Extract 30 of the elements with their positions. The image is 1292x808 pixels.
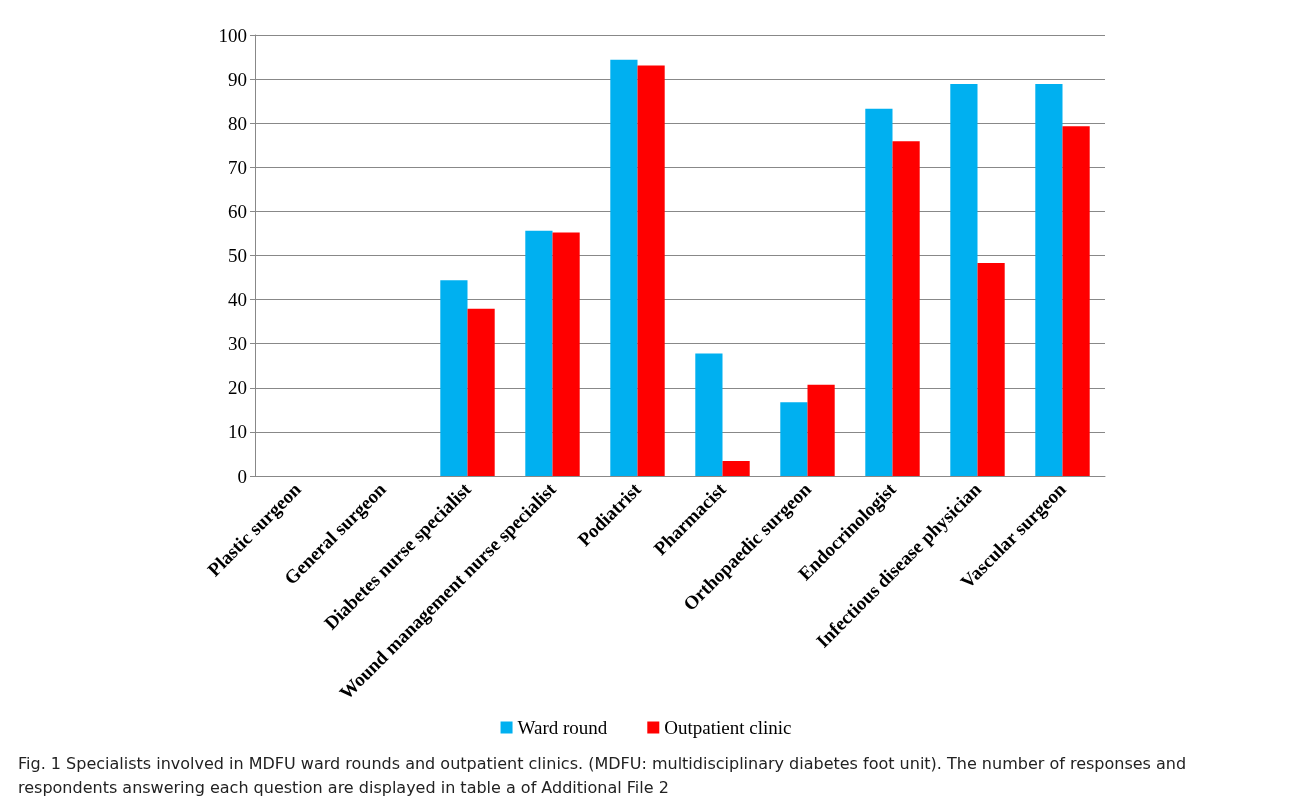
y-tick-label: 10 bbox=[228, 421, 247, 443]
bar bbox=[552, 232, 580, 476]
bar bbox=[1035, 83, 1063, 476]
bar bbox=[467, 308, 495, 476]
y-tick-label: 50 bbox=[228, 245, 247, 266]
bar bbox=[695, 353, 723, 476]
bar bbox=[722, 461, 750, 476]
y-tick-label: 80 bbox=[228, 112, 247, 134]
y-tick-label: 100 bbox=[218, 24, 247, 46]
bar bbox=[440, 280, 468, 476]
bar bbox=[610, 59, 638, 476]
y-tick-label: 70 bbox=[228, 156, 247, 178]
bar bbox=[892, 141, 920, 476]
bar bbox=[525, 230, 553, 476]
bar bbox=[637, 65, 665, 476]
legend-label: Ward round bbox=[517, 717, 608, 738]
y-tick-label: 20 bbox=[228, 377, 247, 399]
y-tick-label: 90 bbox=[228, 68, 247, 90]
bar bbox=[865, 108, 893, 476]
y-tick-label: 30 bbox=[228, 333, 247, 355]
y-tick-label: 60 bbox=[228, 200, 247, 222]
bar bbox=[950, 83, 978, 476]
y-tick-label: 0 bbox=[237, 465, 247, 487]
y-tick-label: 40 bbox=[228, 289, 247, 311]
bar bbox=[780, 402, 808, 476]
legend-label: Outpatient clinic bbox=[664, 717, 792, 738]
bar bbox=[977, 263, 1005, 476]
caption: Fig. 1 Specialists involved in MDFU ward rounds and outpatient clinics. (MDFU: multidisciplinary diabetes foot unit). The number of responses and respondents answering each question are displayed in table a of Additional File 2 bbox=[18, 753, 1188, 799]
bar bbox=[1062, 126, 1090, 476]
bar bbox=[807, 384, 835, 476]
